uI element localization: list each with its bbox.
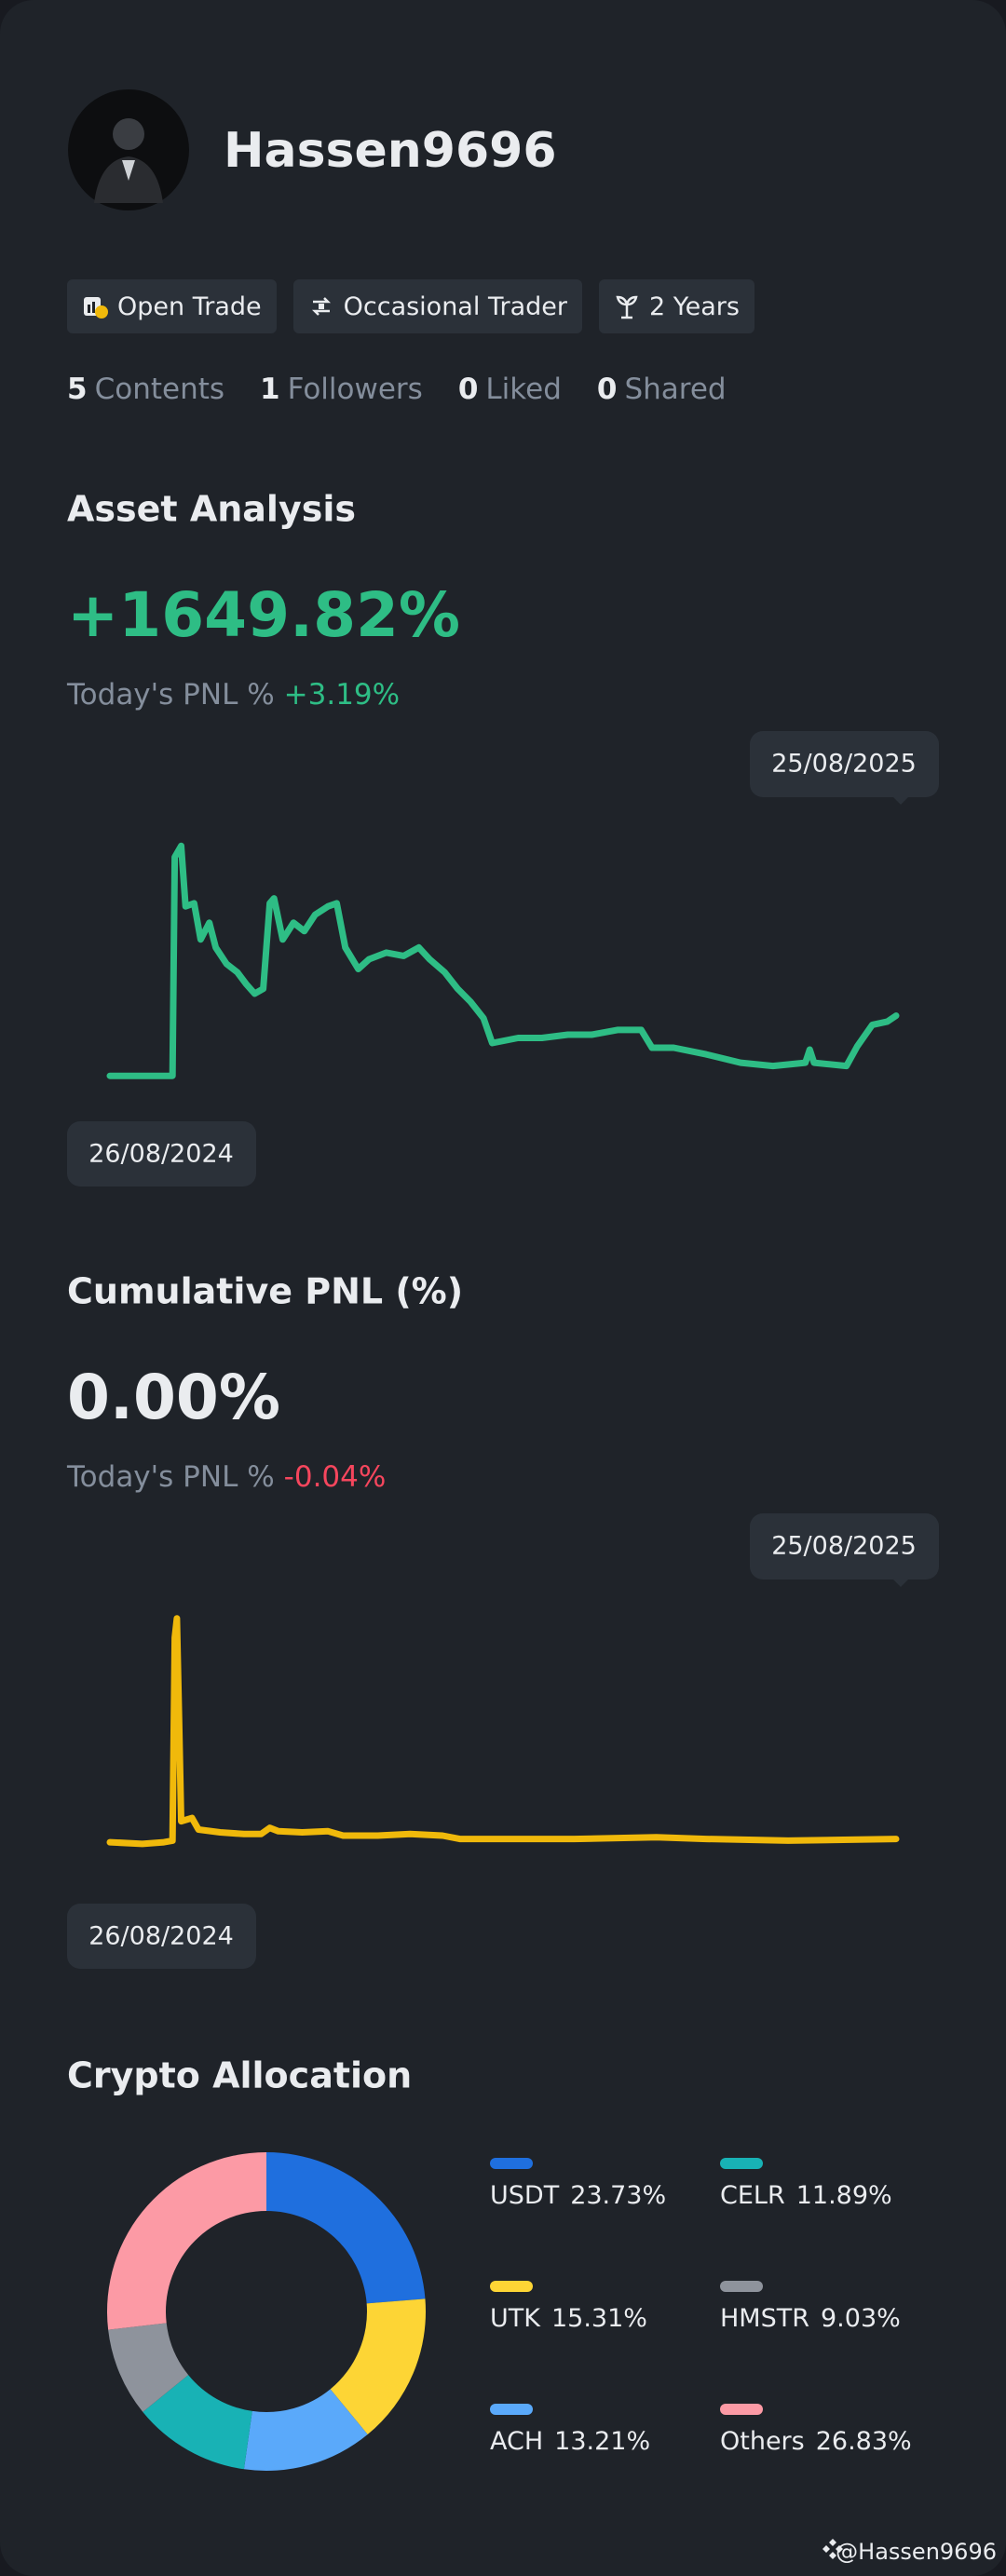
date-callout: [750, 1513, 939, 1579]
legend-name: UTK: [490, 2304, 541, 2333]
stat-count: 0: [457, 373, 479, 406]
legend-label: HMSTR 9.03%: [720, 2304, 901, 2333]
legend-label: CELR 11.89%: [720, 2181, 892, 2210]
stat-count: 5: [67, 373, 88, 406]
line-series: [106, 842, 900, 1079]
end-date: 25/08/2025: [771, 1532, 917, 1561]
date-callout: [67, 1904, 256, 1969]
legend-swatch: [490, 2281, 533, 2292]
legend-label: USDT 23.73%: [490, 2181, 666, 2210]
legend-swatch: [720, 2404, 763, 2415]
legend-label: ACH 13.21%: [490, 2427, 650, 2456]
legend-value: 26.83%: [816, 2427, 912, 2456]
callout-pointer: [893, 1579, 908, 1587]
badge: 2 Years: [598, 279, 754, 333]
legend-label: UTK 15.31%: [490, 2304, 647, 2333]
today-pnl-value: +3.19%: [284, 678, 400, 712]
donut-slice: [143, 2375, 252, 2470]
stat-label: Liked: [485, 373, 562, 406]
legend-name: Others: [720, 2427, 805, 2456]
stat: 0 Liked: [458, 369, 562, 410]
today-pnl-label: Today's PNL %: [66, 678, 275, 712]
today-pnl-label: Today's PNL %: [66, 1460, 275, 1494]
badge-icon: [311, 297, 331, 316]
end-date: 25/08/2025: [771, 750, 917, 779]
today-pnl: Today's PNL % -0.04%: [66, 1460, 386, 1494]
username: Hassen9696: [224, 123, 557, 179]
legend-name: USDT: [490, 2181, 560, 2210]
start-date: 26/08/2024: [88, 1922, 234, 1951]
headline-value: +1649.82%: [67, 579, 460, 651]
badge-icon: [616, 295, 638, 319]
stat: 0 Shared: [597, 369, 727, 410]
start-date: 26/08/2024: [88, 1140, 234, 1169]
donut-slice: [107, 2152, 266, 2330]
legend-label: Others 26.83%: [720, 2427, 912, 2456]
badge-label: Open Trade: [117, 291, 262, 321]
legend-swatch: [720, 2281, 763, 2292]
badge-row: Open Trade Occasional Trader 2 Years: [67, 279, 754, 333]
legend-value: 15.31%: [551, 2304, 647, 2333]
logo: [822, 2539, 843, 2559]
badge: Open Trade: [67, 279, 277, 333]
date-callout: [67, 1121, 256, 1186]
badge-label: Occasional Trader: [343, 291, 567, 321]
section-title: Cumulative PNL (%): [67, 1271, 463, 1312]
donut-slice: [108, 2323, 189, 2412]
date-callout: [750, 731, 939, 797]
donut-slice: [330, 2298, 427, 2435]
badge-label: 2 Years: [648, 291, 740, 321]
section-title: Crypto Allocation: [67, 2055, 412, 2096]
stat: 1 Followers: [260, 369, 423, 410]
stat-label: Shared: [624, 373, 727, 406]
stat-label: Contents: [94, 373, 225, 406]
donut-slice: [266, 2152, 426, 2304]
today-pnl: Today's PNL % +3.19%: [66, 678, 400, 712]
avatar[interactable]: [68, 89, 189, 210]
footer-handle: @Hassen9696: [836, 2539, 997, 2565]
legend-swatch: [720, 2158, 763, 2169]
legend-swatch: [490, 2404, 533, 2415]
section-title: Asset Analysis: [67, 489, 356, 530]
headline-value: 0.00%: [67, 1362, 280, 1433]
stat: 5 Contents: [67, 369, 224, 410]
legend-name: CELR: [720, 2181, 785, 2210]
badge: Occasional Trader: [292, 279, 582, 333]
stat-count: 1: [260, 373, 280, 406]
legend-swatch: [490, 2158, 533, 2169]
legend-value: 13.21%: [554, 2427, 650, 2456]
legend-value: 23.73%: [570, 2181, 666, 2210]
legend-value: 11.89%: [796, 2181, 892, 2210]
badge-icon: [84, 297, 108, 319]
today-pnl-value: -0.04%: [284, 1460, 387, 1494]
line-series: [106, 1615, 900, 1848]
donut-slice: [243, 2389, 368, 2471]
legend-name: ACH: [490, 2427, 543, 2456]
stat-count: 0: [596, 373, 618, 406]
legend-value: 9.03%: [821, 2304, 901, 2333]
callout-pointer: [893, 797, 908, 805]
stat-label: Followers: [287, 373, 423, 406]
stats-row: 5 Contents 1 Followers 0 Liked 0 Shared: [67, 369, 727, 410]
legend-name: HMSTR: [720, 2304, 809, 2333]
